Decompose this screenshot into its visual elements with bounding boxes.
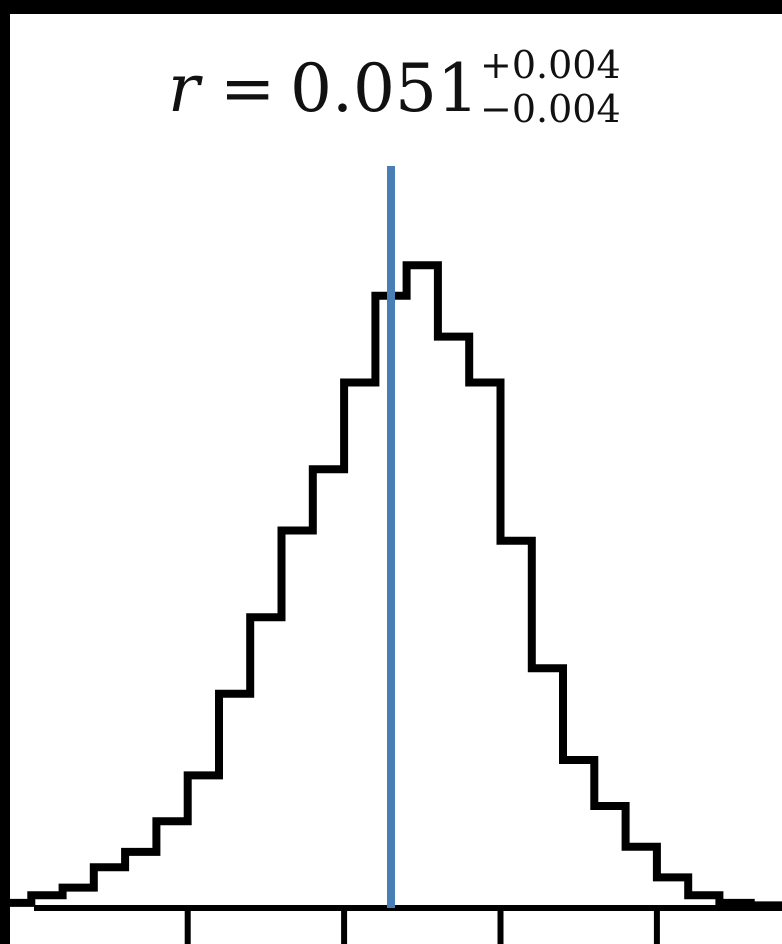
plot-panel xyxy=(10,14,782,944)
histogram-bin xyxy=(657,877,688,908)
title-symbol: r xyxy=(168,50,200,127)
histogram-bin xyxy=(563,760,594,908)
histogram-bin xyxy=(63,888,94,908)
histogram-bin xyxy=(188,775,219,908)
histogram-bin xyxy=(438,337,469,908)
histogram-bin xyxy=(501,541,532,908)
histogram-bin xyxy=(313,469,344,908)
title-equals: = xyxy=(220,50,276,127)
histogram-bin xyxy=(594,806,625,908)
histogram-bin xyxy=(219,694,250,908)
histogram-bin xyxy=(0,903,31,908)
title-value: 0.051 xyxy=(290,50,479,127)
histogram-bin xyxy=(282,531,313,909)
x-axis xyxy=(34,905,782,944)
histogram-bin xyxy=(469,383,500,909)
histogram-bin xyxy=(156,821,187,908)
histogram-bin xyxy=(125,852,156,908)
title-upper-error: +0.004 xyxy=(480,43,621,87)
histogram-bin xyxy=(532,668,563,908)
histogram-bin xyxy=(407,265,438,908)
chart-title: r = 0.051 +0.004 −0.004 xyxy=(168,40,728,150)
histogram-bin xyxy=(344,383,375,909)
histogram-bin xyxy=(626,847,657,908)
histogram-bin xyxy=(250,617,281,908)
title-lower-error: −0.004 xyxy=(480,87,621,131)
histogram-bin xyxy=(94,867,125,908)
